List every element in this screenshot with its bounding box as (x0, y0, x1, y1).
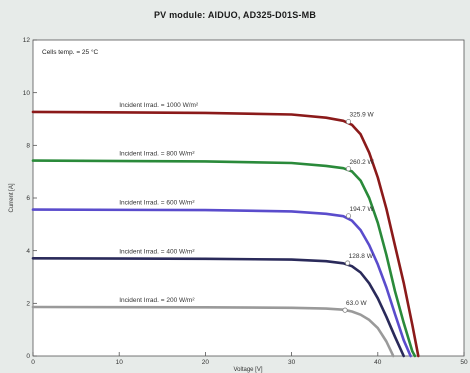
y-tick-label: 6 (26, 195, 30, 202)
series-line (31, 110, 420, 358)
series-line (31, 208, 412, 358)
series-name-label: Incident Irrad. = 1000 W/m² (119, 102, 199, 109)
y-tick-label: 4 (26, 248, 30, 255)
mpp-power-label: 194.7 W (349, 206, 374, 213)
mpp-power-label: 325.9 W (349, 112, 374, 119)
x-tick-label: 20 (202, 359, 210, 366)
y-tick-label: 12 (23, 37, 31, 44)
series-line (31, 305, 395, 358)
x-tick-label: 30 (288, 359, 296, 366)
series-line (31, 159, 417, 358)
y-tick-label: 0 (26, 353, 30, 360)
x-tick-label: 50 (460, 359, 468, 366)
mpp-marker (345, 119, 352, 125)
axis-ticks: 0 10 20 30 40 50 0 2 4 6 8 10 12 (23, 37, 468, 366)
series-name-label: Incident Irrad. = 400 W/m² (119, 248, 195, 255)
mpp-marker (345, 260, 351, 266)
series-line (31, 256, 406, 358)
mpp-marker (342, 307, 348, 313)
chart-title: PV module: AIDUO, AD325-D01S-MB (153, 10, 317, 20)
series-name-label: Incident Irrad. = 800 W/m² (119, 151, 195, 158)
y-axis-title: Current [A] (9, 183, 15, 212)
series-1: Incident Irrad. = 800 W/m² 260.2 W (31, 151, 417, 358)
y-tick-label: 2 (26, 301, 30, 308)
mpp-marker (345, 213, 352, 219)
y-tick-label: 8 (26, 143, 30, 150)
series-2: Incident Irrad. = 600 W/m² 194.7 W (31, 200, 412, 358)
series-4: Incident Irrad. = 200 W/m² 63.0 W (31, 297, 395, 358)
x-tick-label: 10 (116, 359, 124, 366)
y-tick-label: 10 (23, 90, 31, 97)
series-3: Incident Irrad. = 400 W/m² 128.8 W (31, 248, 406, 358)
mpp-marker (345, 166, 352, 172)
mpp-power-label: 63.0 W (346, 300, 367, 307)
cells-temperature-note: Cells temp. = 25 °C (42, 48, 99, 56)
series-name-label: Incident Irrad. = 600 W/m² (119, 200, 195, 207)
mpp-power-label: 128.8 W (349, 253, 374, 260)
x-tick-label: 40 (374, 359, 382, 366)
x-tick-label: 0 (31, 359, 35, 366)
series-name-label: Incident Irrad. = 200 W/m² (119, 297, 195, 304)
mpp-power-label: 260.2 W (349, 159, 374, 166)
series-0: Incident Irrad. = 1000 W/m² 325.9 W (31, 102, 420, 358)
x-axis-title: Voltage [V] (233, 367, 262, 373)
